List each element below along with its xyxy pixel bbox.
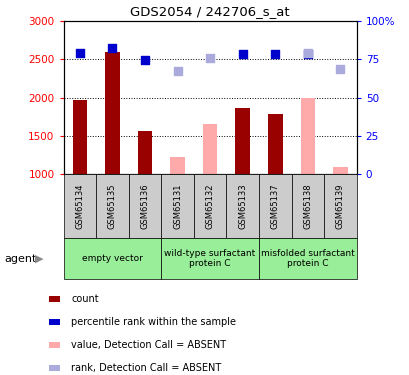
Text: GSM65138: GSM65138 — [303, 183, 312, 229]
Bar — [105, 52, 119, 174]
Bar — [170, 157, 184, 174]
Point — [336, 66, 343, 72]
Point — [239, 51, 245, 57]
Bar — [267, 114, 282, 174]
Bar — [235, 108, 249, 174]
Text: agent: agent — [4, 254, 36, 264]
Text: value, Detection Call = ABSENT: value, Detection Call = ABSENT — [71, 340, 226, 350]
Text: GSM65132: GSM65132 — [205, 183, 214, 229]
Point — [304, 50, 310, 56]
Text: GSM65137: GSM65137 — [270, 183, 279, 229]
Bar — [96, 174, 128, 238]
Bar — [291, 174, 324, 238]
Bar — [258, 238, 356, 279]
Bar — [49, 297, 60, 302]
Text: misfolded surfactant
protein C: misfolded surfactant protein C — [261, 249, 354, 268]
Bar — [49, 365, 60, 371]
Text: GSM65139: GSM65139 — [335, 183, 344, 229]
Bar — [128, 174, 161, 238]
Text: empty vector: empty vector — [82, 254, 142, 263]
Bar — [202, 124, 217, 174]
Text: ▶: ▶ — [35, 254, 43, 264]
Bar — [161, 238, 258, 279]
Bar — [49, 320, 60, 325]
Bar — [49, 342, 60, 348]
Bar — [63, 238, 161, 279]
Point — [271, 51, 278, 57]
Text: percentile rank within the sample: percentile rank within the sample — [71, 317, 236, 327]
Text: GSM65131: GSM65131 — [173, 183, 182, 229]
Text: GSM65136: GSM65136 — [140, 183, 149, 229]
Text: GSM65133: GSM65133 — [238, 183, 247, 229]
Bar — [137, 131, 152, 174]
Point — [76, 50, 83, 56]
Bar — [193, 174, 226, 238]
Text: GSM65135: GSM65135 — [108, 183, 117, 229]
Bar — [72, 100, 87, 174]
Text: count: count — [71, 294, 99, 304]
Text: wild-type surfactant
protein C: wild-type surfactant protein C — [164, 249, 255, 268]
Text: GSM65134: GSM65134 — [75, 183, 84, 229]
Bar — [332, 166, 347, 174]
Bar — [63, 174, 96, 238]
Text: rank, Detection Call = ABSENT: rank, Detection Call = ABSENT — [71, 363, 221, 373]
Point — [142, 57, 148, 63]
Bar — [300, 98, 315, 174]
Title: GDS2054 / 242706_s_at: GDS2054 / 242706_s_at — [130, 5, 289, 18]
Point — [109, 45, 115, 51]
Point — [304, 51, 310, 57]
Bar — [226, 174, 258, 238]
Bar — [258, 174, 291, 238]
Point — [174, 68, 180, 74]
Bar — [324, 174, 356, 238]
Point — [206, 55, 213, 61]
Bar — [161, 174, 193, 238]
